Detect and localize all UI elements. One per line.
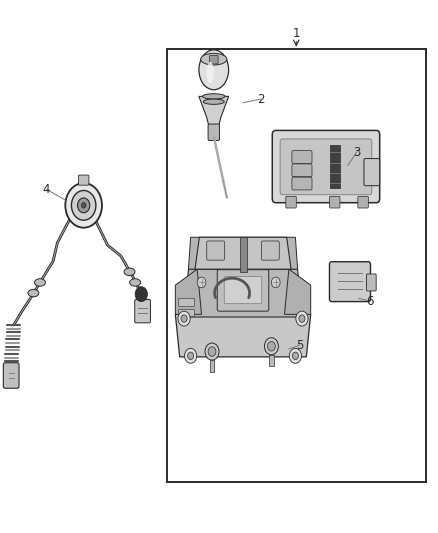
FancyBboxPatch shape	[286, 196, 296, 208]
Circle shape	[181, 315, 187, 322]
Circle shape	[78, 198, 90, 213]
Circle shape	[205, 343, 219, 360]
FancyBboxPatch shape	[209, 55, 218, 64]
FancyBboxPatch shape	[292, 151, 312, 164]
Circle shape	[65, 183, 102, 228]
Text: 3: 3	[353, 146, 360, 159]
Circle shape	[208, 347, 216, 357]
FancyBboxPatch shape	[224, 277, 262, 304]
Bar	[330, 146, 340, 188]
Circle shape	[265, 338, 279, 355]
Text: 5: 5	[296, 338, 304, 352]
Circle shape	[197, 277, 206, 288]
FancyBboxPatch shape	[292, 164, 312, 176]
Text: 1: 1	[293, 27, 300, 40]
FancyBboxPatch shape	[207, 241, 225, 260]
Bar	[210, 360, 214, 372]
FancyBboxPatch shape	[367, 274, 376, 291]
Ellipse shape	[124, 268, 135, 276]
FancyBboxPatch shape	[280, 139, 372, 195]
Bar	[240, 237, 247, 272]
Ellipse shape	[35, 279, 46, 286]
FancyBboxPatch shape	[358, 196, 368, 208]
FancyBboxPatch shape	[329, 262, 371, 302]
Ellipse shape	[199, 50, 229, 90]
FancyBboxPatch shape	[135, 300, 150, 323]
Ellipse shape	[201, 53, 227, 65]
Ellipse shape	[130, 279, 141, 286]
Bar	[178, 298, 194, 306]
Polygon shape	[175, 269, 201, 314]
Ellipse shape	[203, 99, 224, 104]
Circle shape	[71, 190, 96, 220]
Circle shape	[178, 311, 190, 326]
Polygon shape	[199, 96, 229, 128]
FancyBboxPatch shape	[217, 270, 269, 311]
Bar	[166, 49, 426, 482]
FancyBboxPatch shape	[329, 196, 340, 208]
Circle shape	[296, 311, 308, 326]
Polygon shape	[175, 314, 311, 357]
Bar	[269, 355, 274, 367]
FancyBboxPatch shape	[272, 131, 380, 203]
FancyBboxPatch shape	[292, 177, 312, 190]
Circle shape	[187, 352, 194, 360]
Ellipse shape	[207, 62, 214, 83]
Text: 2: 2	[257, 93, 264, 106]
Polygon shape	[188, 237, 297, 269]
Text: 6: 6	[366, 295, 373, 308]
Circle shape	[135, 287, 148, 302]
Text: 4: 4	[43, 183, 50, 196]
FancyBboxPatch shape	[261, 241, 279, 260]
Ellipse shape	[28, 289, 39, 297]
Circle shape	[81, 203, 86, 208]
Circle shape	[268, 342, 276, 351]
Bar	[178, 309, 194, 317]
Circle shape	[292, 352, 298, 360]
Polygon shape	[195, 237, 291, 269]
Circle shape	[184, 349, 197, 364]
FancyBboxPatch shape	[78, 175, 89, 185]
Circle shape	[289, 349, 301, 364]
Ellipse shape	[202, 94, 225, 99]
FancyBboxPatch shape	[208, 124, 219, 141]
Circle shape	[299, 315, 305, 322]
Polygon shape	[184, 269, 302, 317]
FancyBboxPatch shape	[364, 159, 380, 185]
Circle shape	[272, 277, 280, 288]
FancyBboxPatch shape	[4, 363, 19, 388]
Polygon shape	[285, 269, 311, 314]
